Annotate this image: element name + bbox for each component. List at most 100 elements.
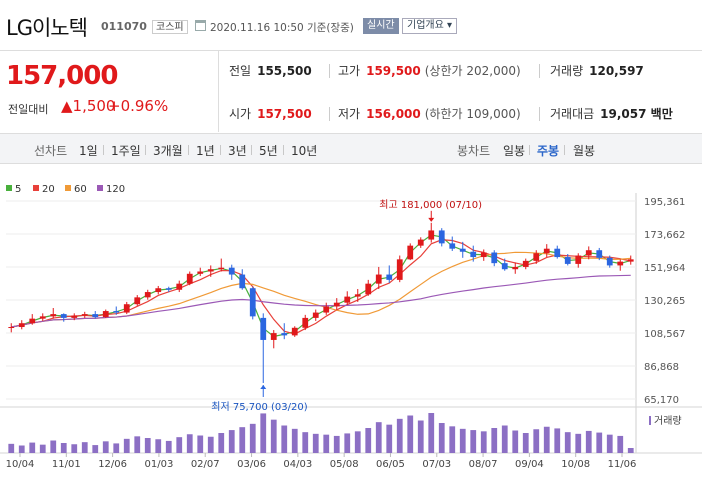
volume-bar [239,427,246,453]
candle-body [165,288,172,290]
x-tick-label: 12/06 [98,459,127,470]
y-tick-label: 86,868 [644,362,679,373]
volume-bar [302,432,309,453]
volume-bar [81,442,88,453]
candle-body [29,318,36,324]
y-tick-label: 130,265 [644,296,685,307]
volume-bar [218,433,225,453]
candle-body [323,306,330,313]
period-1w[interactable]: 1주일 [111,144,141,158]
calendar-icon [195,20,206,31]
volume-bar [18,445,25,453]
candle-body [155,288,162,293]
period-3m[interactable]: 3개월 [153,144,183,158]
candle-body [333,302,340,307]
legend-ma20: 20 [33,184,55,195]
candle-body [491,252,498,264]
candle-body [449,243,456,249]
period-1d[interactable]: 1일 [79,144,98,158]
volume-bar [186,434,193,453]
stat-trade-value: 거래대금 19,057 백만 [550,107,673,121]
volume-bar [155,439,162,453]
candle-body [8,327,15,329]
candle-body [501,263,508,270]
period-5y[interactable]: 5년 [259,144,278,158]
volume-bar [270,419,277,453]
candle-body [606,257,613,266]
volume-bar [50,440,57,453]
stock-header: LG이노텍 011070 코스피 2020.11.16 10:50 기준(장중)… [0,0,702,50]
ma120-line [11,274,631,328]
candle-monthly[interactable]: 월봉 [573,144,596,158]
volume-bar [312,433,319,453]
x-tick-label: 11/01 [52,459,81,470]
volume-bar [365,428,372,453]
company-info-dropdown[interactable]: 기업개요 ▾ [402,18,457,34]
candle-body [459,248,466,252]
y-tick-label: 108,567 [644,329,685,340]
candle-body [134,297,141,305]
high-annotation: 최고 181,000 (07/10) [379,199,482,211]
candle-body [281,333,288,336]
candle-body [470,251,477,258]
price-stats: 전일 155,500 고가 159,500 (상한가 202,000) 거래량 120,… [218,50,702,132]
candle-body [428,230,435,240]
volume-legend-swatch [649,416,651,425]
volume-bar [113,443,120,453]
stock-chart: 5 20 60 120 195,361 173,662 151,964 130,265… [0,164,702,492]
period-1y[interactable]: 1년 [196,144,215,158]
stat-open: 시가 157,500 [229,107,312,121]
candle-body [386,274,393,280]
candle-body [60,314,67,318]
candle-body [249,288,256,317]
candle-body [365,283,372,295]
x-tick-label: 08/07 [469,459,498,470]
candle-body [627,259,634,262]
period-3y[interactable]: 3년 [228,144,247,158]
low-annotation: 최저 75,700 (03/20) [211,401,307,413]
candle-body [228,267,235,275]
x-tick-label: 09/04 [515,459,544,470]
stat-high: 고가 159,500 (상한가 202,000) [338,64,521,78]
candle-body [39,316,46,319]
x-tick-label: 10/08 [561,459,590,470]
volume-bar [438,423,445,453]
stat-prev-close: 전일 155,500 [229,64,312,78]
candle-body [417,239,424,246]
x-tick-label: 05/08 [330,459,359,470]
candle-daily[interactable]: 일봉 [503,144,526,158]
candle-weekly[interactable]: 주봉 [537,144,560,158]
candle-body [291,327,298,336]
volume-bar [617,435,624,453]
volume-bar [165,440,172,453]
candle-body [564,257,571,264]
high-arrow-head [428,217,435,222]
legend-ma120: 120 [97,184,125,195]
volume-bar [102,441,109,453]
candle-body [396,259,403,280]
volume-bar [417,420,424,453]
volume-bar [386,424,393,453]
candle-body [354,294,361,297]
volume-bar [564,432,571,453]
legend-ma60: 60 [65,184,87,195]
volume-bar [554,428,561,453]
volume-bar [501,425,508,453]
stock-name: LG이노텍 [6,16,88,40]
period-10y[interactable]: 10년 [291,144,318,158]
candle-body [176,283,183,290]
candle-body [407,245,414,260]
volume-bar [291,428,298,453]
stat-low: 저가 156,000 (하한가 109,000) [338,107,521,121]
volume-bar [123,438,130,453]
volume-bar [449,426,456,453]
candle-body [239,274,246,289]
candle-body [144,292,151,298]
realtime-button[interactable]: 실시간 [363,18,399,34]
volume-bar [207,436,214,453]
candlestick-plot[interactable]: 195,361 173,662 151,964 130,265 108,567 86,86… [0,164,702,492]
x-tick-label: 07/03 [422,459,451,470]
candle-body [186,273,193,284]
candle-body [102,311,109,318]
candle-body [585,250,592,256]
